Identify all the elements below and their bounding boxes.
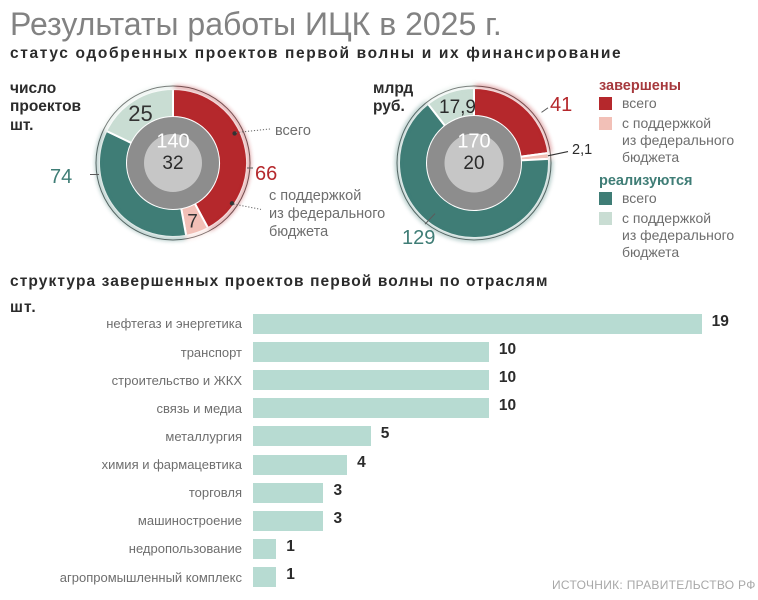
svg-text:7: 7: [187, 212, 198, 233]
svg-text:20: 20: [463, 153, 484, 174]
svg-text:140: 140: [156, 130, 189, 152]
svg-text:25: 25: [128, 101, 152, 126]
svg-text:170: 170: [457, 130, 490, 152]
svg-text:32: 32: [162, 153, 183, 174]
